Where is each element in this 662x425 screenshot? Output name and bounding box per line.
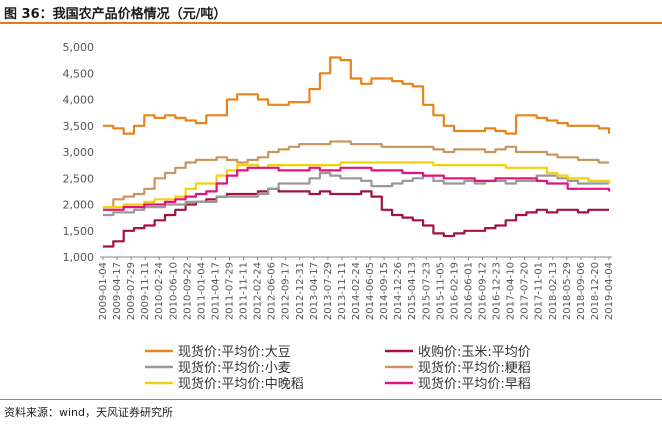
series-line-4	[103, 140, 609, 209]
y-tick-label: 3,000	[63, 146, 95, 159]
y-tick-label: 2,500	[63, 172, 95, 185]
x-tick-label: 2015-04-13	[407, 262, 418, 320]
y-tick-label: 1,000	[63, 251, 95, 264]
y-tick-label: 2,000	[63, 199, 95, 212]
x-tick-label: 2010-06-10	[168, 262, 179, 320]
x-tick-label: 2013-07-29	[323, 262, 334, 320]
series-line-6	[103, 166, 611, 211]
legend-label: 现货价:平均价:中晚稻	[178, 376, 304, 392]
x-tick-label: 2013-11-11	[337, 262, 348, 320]
series-line-5	[103, 161, 611, 209]
x-tick-label: 2011-11-11	[239, 262, 250, 320]
x-tick-label: 2018-02-13	[548, 262, 559, 320]
x-tick-label: 2011-04-17	[210, 262, 221, 320]
x-tick-label: 2016-12-23	[492, 262, 503, 320]
series-line-1	[103, 56, 611, 135]
x-tick-label: 2014-06-05	[365, 262, 376, 320]
series-line-2	[103, 187, 609, 248]
x-tick-label: 2014-02-24	[351, 262, 362, 320]
x-tick-label: 2015-11-05	[435, 262, 446, 320]
x-tick-label: 2014-09-15	[379, 262, 390, 320]
legend-label: 现货价:平均价:早稻	[418, 376, 531, 392]
legend-label: 收购价:玉米:平均价	[418, 344, 531, 360]
legend-label: 现货价:平均价:粳稻	[418, 360, 531, 376]
x-tick-label: 2012-06-06	[267, 262, 278, 320]
y-tick-label: 3,500	[63, 120, 95, 133]
x-tick-label: 2010-09-22	[182, 262, 193, 320]
x-tick-label: 2009-11-11	[140, 262, 151, 320]
series-line-3	[103, 171, 609, 217]
x-tick-label: 2019-04-04	[604, 262, 615, 320]
series-lines	[103, 56, 611, 248]
x-axis: 2009-01-04 2009-04-17 2009-07-29 2009-11-11…	[98, 256, 615, 320]
figure-header: 图 36：我国农产品价格情况（元/吨）	[0, 0, 662, 26]
figure-title: 图 36：我国农产品价格情况（元/吨）	[4, 7, 227, 22]
x-tick-label: 2017-11-01	[534, 262, 545, 320]
y-axis: 1,000 1,500 2,000 2,500 3,000 3,500 4,000 4,500…	[63, 41, 95, 264]
legend-label: 现货价:平均价:小麦	[178, 360, 291, 376]
x-tick-label: 2011-01-04	[196, 262, 207, 320]
x-tick-label: 2009-07-29	[126, 262, 137, 320]
x-tick-label: 2018-05-29	[562, 262, 573, 320]
x-tick-label: 2010-02-24	[154, 262, 165, 320]
x-tick-label: 2009-01-04	[98, 262, 109, 320]
x-tick-label: 2011-07-29	[225, 262, 236, 320]
y-tick-label: 1,500	[63, 225, 95, 238]
x-tick-label: 2016-09-12	[478, 262, 489, 320]
x-tick-label: 2016-06-01	[463, 262, 474, 320]
x-tick-label: 2012-12-31	[295, 262, 306, 320]
source-note: 资料来源：wind，天风证券研究所	[4, 406, 174, 419]
y-tick-label: 5,000	[63, 41, 95, 54]
x-tick-label: 2018-12-20	[590, 262, 601, 320]
header-rule	[0, 22, 662, 24]
x-tick-label: 2017-07-20	[520, 262, 531, 320]
x-tick-label: 2017-04-10	[506, 262, 517, 320]
x-tick-label: 2014-12-26	[393, 262, 404, 320]
x-tick-label: 2012-02-24	[253, 262, 264, 320]
footer-rule	[0, 399, 662, 400]
y-tick-label: 4,000	[63, 94, 95, 107]
x-tick-label: 2012-09-17	[281, 262, 292, 320]
y-tick-label: 4,500	[63, 67, 95, 80]
x-tick-label: 2015-07-23	[421, 262, 432, 320]
legend-label: 现货价:平均价:大豆	[178, 344, 291, 360]
x-tick-label: 2013-04-17	[309, 262, 320, 320]
x-tick-label: 2009-04-17	[112, 262, 123, 320]
x-tick-label: 2018-09-06	[576, 262, 587, 320]
x-tick-label: 2016-02-19	[449, 262, 460, 320]
